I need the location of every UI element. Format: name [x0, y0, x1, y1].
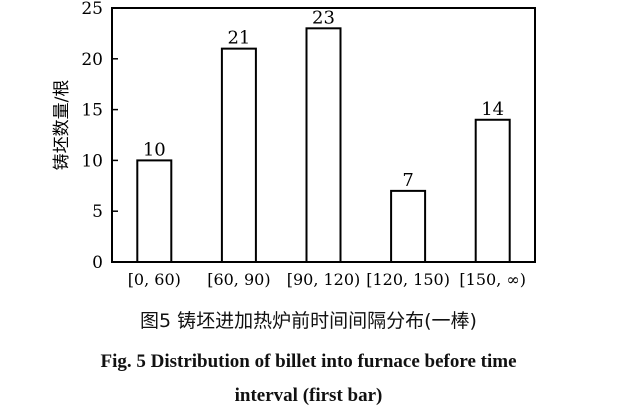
x-tick-label: [90, 120) [287, 270, 361, 289]
bar [390, 189, 427, 264]
bar-value-label: 23 [312, 7, 335, 28]
y-tick-label: 15 [81, 101, 103, 121]
y-tick-label: 5 [92, 202, 103, 222]
x-axis-tick-labels: [0, 60) [60, 90) [90, 120) [120, 150) [150, … [128, 270, 526, 289]
bar [220, 47, 257, 263]
figure-caption-english-line1: Fig. 5 Distribution of billet into furna… [100, 351, 517, 372]
bar-chart: 0 5 10 15 20 25 10 21 23 7 14 [0, 60) [60, 90) [90,… [52, 0, 536, 289]
figure-caption-english-line2: interval (first bar) [234, 385, 383, 406]
x-tick-label: [120, 150) [366, 270, 450, 289]
y-axis-label: 铸坯数量/根 [52, 80, 72, 171]
y-tick-label: 25 [81, 0, 103, 19]
plot-frame [111, 7, 536, 263]
bar [136, 159, 173, 263]
y-tick-label: 20 [81, 50, 103, 70]
bar [305, 27, 342, 263]
y-tick-label: 10 [81, 151, 103, 171]
x-tick-label: [150, ∞) [459, 270, 526, 289]
figure-caption-english: Fig. 5 Distribution of billet into furna… [0, 345, 617, 413]
x-tick-label: [0, 60) [128, 270, 181, 289]
y-tick-label: 0 [92, 253, 103, 273]
bar-value-label: 14 [481, 99, 504, 120]
bar-value-label: 7 [402, 170, 413, 191]
bar [474, 118, 511, 264]
x-tick-label: [60, 90) [207, 270, 270, 289]
figure-caption-chinese: 图5 铸坯进加热炉前时间间隔分布(一棒) [140, 310, 477, 332]
bar-value-label: 10 [143, 139, 166, 160]
bar-data-labels: 10 21 23 7 14 [143, 7, 504, 191]
y-axis-ticks: 0 5 10 15 20 25 [81, 0, 118, 273]
bars [136, 27, 511, 264]
bar-value-label: 21 [227, 28, 250, 49]
